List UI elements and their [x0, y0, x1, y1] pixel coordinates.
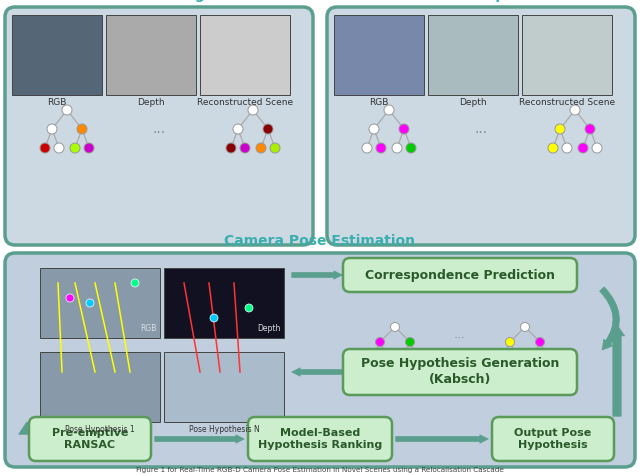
Circle shape — [513, 352, 522, 361]
FancyBboxPatch shape — [40, 268, 160, 338]
FancyBboxPatch shape — [164, 268, 284, 338]
Circle shape — [362, 143, 372, 153]
Circle shape — [86, 299, 94, 307]
Text: Pose Hypothesis N: Pose Hypothesis N — [189, 425, 259, 434]
FancyBboxPatch shape — [343, 258, 577, 292]
FancyBboxPatch shape — [29, 417, 151, 461]
Circle shape — [40, 143, 50, 153]
Circle shape — [245, 304, 253, 312]
Circle shape — [376, 338, 385, 346]
FancyBboxPatch shape — [40, 352, 160, 422]
Circle shape — [529, 352, 538, 361]
Text: Pre-Training: Pre-Training — [112, 0, 206, 2]
FancyBboxPatch shape — [522, 15, 612, 95]
Circle shape — [543, 352, 552, 361]
Text: Pose Hypothesis Generation
(Kabsch): Pose Hypothesis Generation (Kabsch) — [361, 358, 559, 387]
Circle shape — [399, 352, 408, 361]
Text: Figure 1 for Real-Time RGB-D Camera Pose Estimation in Novel Scenes using a Relo: Figure 1 for Real-Time RGB-D Camera Pose… — [136, 467, 504, 473]
Circle shape — [413, 352, 422, 361]
Circle shape — [399, 124, 409, 134]
Circle shape — [376, 143, 386, 153]
FancyBboxPatch shape — [164, 352, 284, 422]
Text: Model-Based
Hypothesis Ranking: Model-Based Hypothesis Ranking — [258, 428, 382, 450]
FancyBboxPatch shape — [428, 15, 518, 95]
Circle shape — [70, 143, 80, 153]
Text: Online Adaptation: Online Adaptation — [410, 0, 552, 2]
Circle shape — [233, 124, 243, 134]
Text: RGB: RGB — [141, 324, 157, 333]
FancyBboxPatch shape — [343, 349, 577, 395]
Circle shape — [369, 124, 379, 134]
Circle shape — [562, 143, 572, 153]
Circle shape — [536, 338, 545, 346]
Circle shape — [256, 143, 266, 153]
FancyBboxPatch shape — [327, 7, 635, 245]
Circle shape — [499, 352, 508, 361]
FancyBboxPatch shape — [5, 7, 313, 245]
Circle shape — [263, 124, 273, 134]
FancyBboxPatch shape — [5, 253, 635, 467]
Circle shape — [369, 352, 378, 361]
Circle shape — [406, 338, 415, 346]
Circle shape — [270, 143, 280, 153]
Text: Pose Hypothesis 1: Pose Hypothesis 1 — [65, 425, 135, 434]
Circle shape — [84, 143, 94, 153]
Text: Correspondence Prediction: Correspondence Prediction — [365, 268, 555, 282]
Circle shape — [54, 143, 64, 153]
Circle shape — [392, 143, 402, 153]
Circle shape — [555, 124, 565, 134]
Circle shape — [226, 143, 236, 153]
Circle shape — [248, 105, 258, 115]
FancyBboxPatch shape — [12, 15, 102, 95]
FancyBboxPatch shape — [106, 15, 196, 95]
FancyBboxPatch shape — [492, 417, 614, 461]
Text: Output Pose
Hypothesis: Output Pose Hypothesis — [515, 428, 591, 450]
Circle shape — [131, 279, 139, 287]
Text: Depth: Depth — [137, 98, 165, 107]
Text: ...: ... — [152, 122, 166, 136]
Circle shape — [578, 143, 588, 153]
Text: Reconstructed Scene: Reconstructed Scene — [197, 98, 293, 107]
Text: RGB: RGB — [369, 98, 388, 107]
Circle shape — [210, 314, 218, 322]
Circle shape — [77, 124, 87, 134]
Text: Depth: Depth — [258, 324, 281, 333]
Circle shape — [585, 124, 595, 134]
Circle shape — [47, 124, 57, 134]
Text: Camera Pose Estimation: Camera Pose Estimation — [225, 234, 415, 248]
Circle shape — [62, 105, 72, 115]
Text: Depth: Depth — [459, 98, 487, 107]
FancyBboxPatch shape — [200, 15, 290, 95]
Text: RGB: RGB — [47, 98, 67, 107]
Circle shape — [384, 105, 394, 115]
Circle shape — [240, 143, 250, 153]
Text: Pre-emptive
RANSAC: Pre-emptive RANSAC — [52, 428, 128, 450]
Circle shape — [592, 143, 602, 153]
FancyBboxPatch shape — [334, 15, 424, 95]
Text: ...: ... — [474, 122, 488, 136]
Circle shape — [506, 338, 515, 346]
Circle shape — [548, 143, 558, 153]
Circle shape — [406, 143, 416, 153]
Circle shape — [383, 352, 392, 361]
Text: ...: ... — [454, 328, 466, 341]
FancyBboxPatch shape — [248, 417, 392, 461]
Text: Reconstructed Scene: Reconstructed Scene — [519, 98, 615, 107]
Circle shape — [570, 105, 580, 115]
Circle shape — [520, 323, 529, 332]
Circle shape — [390, 323, 399, 332]
Circle shape — [66, 294, 74, 302]
